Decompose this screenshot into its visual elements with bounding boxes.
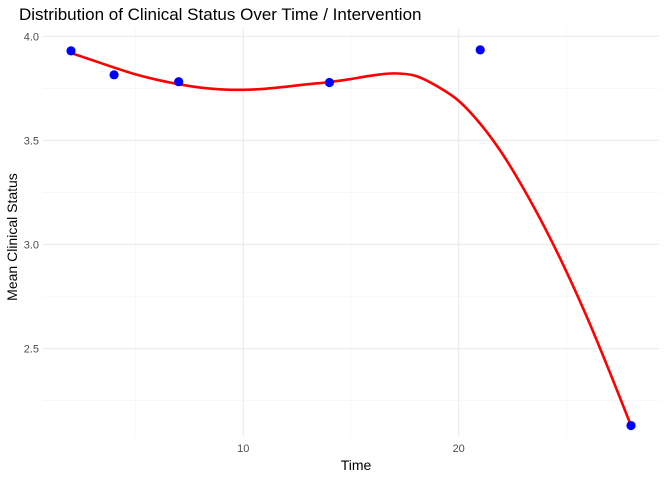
y-tick-label: 3.5 <box>24 135 39 147</box>
tick-labels: 2.5 3.0 3.5 4.0 10 20 <box>24 31 465 455</box>
x-axis-title: Time <box>341 457 372 473</box>
data-point <box>626 420 636 431</box>
y-axis-title: Mean Clinical Status <box>4 173 20 301</box>
y-tick-label: 2.5 <box>24 344 39 356</box>
y-tick-label: 3.0 <box>24 239 39 251</box>
data-point <box>109 70 119 80</box>
x-tick-label: 10 <box>237 443 249 455</box>
plot-area <box>66 45 636 431</box>
smooth-trend-line <box>69 51 633 427</box>
x-tick-label: 20 <box>453 443 465 455</box>
data-point <box>475 45 485 55</box>
chart-title: Distribution of Clinical Status Over Tim… <box>19 5 422 24</box>
data-point <box>66 46 76 56</box>
y-tick-label: 4.0 <box>24 31 39 43</box>
data-point <box>174 77 184 87</box>
grid <box>43 28 659 437</box>
data-point <box>324 77 335 88</box>
